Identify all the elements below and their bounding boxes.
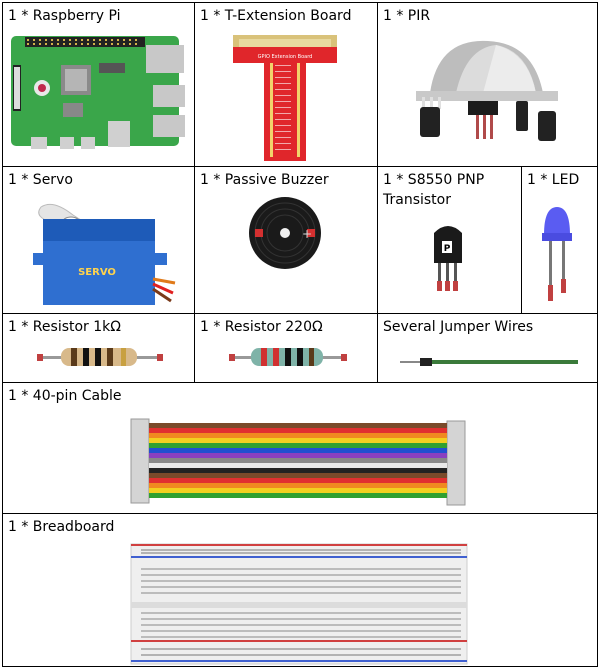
label-led: 1 * LED [527,172,580,188]
servo-image: SERVO [33,203,176,305]
breadboard-image [130,543,468,665]
cell-resistor-1k: 1 * Resistor 1kΩ [3,314,194,382]
label-resistor-220: 1 * Resistor 220Ω [200,319,323,335]
transistor-mark: P [444,244,451,254]
transistor-image: P [434,226,462,291]
resistor-220-image [229,348,347,366]
40pin-cable-image [130,418,466,506]
passive-buzzer-image: + [249,197,321,269]
cell-servo: 1 * Servo SERVO [3,167,194,313]
label-passive-buzzer: 1 * Passive Buzzer [200,172,329,188]
label-servo: 1 * Servo [8,172,73,188]
cell-led: 1 * LED [522,167,597,313]
pir-sensor-image [416,40,558,141]
plus-icon: + [302,227,312,241]
cell-pir: 1 * PIR [378,3,597,166]
cell-t-extension-board: 1 * T-Extension Board GPIO Extension Boa… [195,3,377,166]
label-jumper-wires: Several Jumper Wires [383,319,534,335]
servo-text: SERVO [78,267,116,278]
label-40pin-cable: 1 * 40-pin Cable [8,388,122,404]
jumper-wire-image [400,358,578,366]
cell-transistor: 1 * S8550 PNP Transistor P [378,167,521,313]
cell-passive-buzzer: 1 * Passive Buzzer + [195,167,377,313]
cell-raspberry-pi: 1 * Raspberry Pi [3,3,194,166]
cell-jumper-wires: Several Jumper Wires [378,314,597,382]
label-pir: 1 * PIR [383,8,431,24]
led-image [542,207,572,301]
label-transistor: 1 * S8550 PNP Transistor [383,172,485,208]
cell-resistor-220: 1 * Resistor 220Ω [195,314,377,382]
label-resistor-1k: 1 * Resistor 1kΩ [8,319,121,335]
cell-breadboard: 1 * Breadboard [3,514,597,666]
raspberry-pi-image [11,36,185,149]
t-extension-board-image: GPIO Extension Board [233,35,337,161]
resistor-1k-image [37,348,163,366]
label-raspberry-pi: 1 * Raspberry Pi [8,8,121,24]
cell-40pin-cable: 1 * 40-pin Cable [3,383,597,513]
label-breadboard: 1 * Breadboard [8,519,115,535]
label-t-extension-board: 1 * T-Extension Board [200,8,352,24]
board-header-text: GPIO Extension Board [258,54,313,60]
